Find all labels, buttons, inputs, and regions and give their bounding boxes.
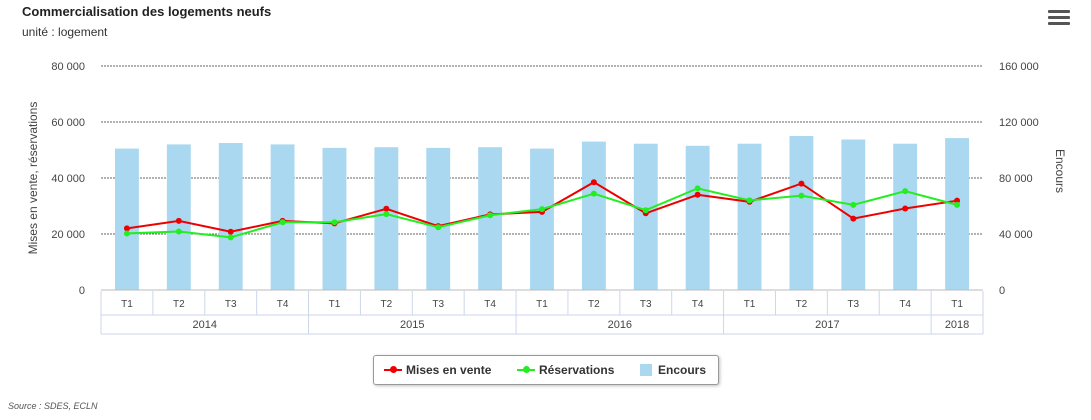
chart-legend: Mises en vente Réservations Encours bbox=[373, 355, 719, 385]
bar-encours bbox=[270, 144, 295, 290]
bar-encours bbox=[737, 143, 762, 290]
point-mises-en-vente bbox=[590, 179, 597, 186]
point-mises-en-vente bbox=[954, 197, 961, 204]
y-right-tick-label: 160 000 bbox=[999, 61, 1039, 73]
bar-encours bbox=[322, 147, 347, 290]
year-label: 2018 bbox=[945, 319, 969, 331]
legend-rect-marker bbox=[640, 364, 652, 376]
y-left-axis-title: Mises en vente, réservations bbox=[26, 102, 40, 255]
point-reservations bbox=[383, 211, 390, 218]
point-reservations bbox=[175, 228, 182, 235]
x-tick-label: T3 bbox=[225, 299, 237, 310]
x-tick-label: T3 bbox=[640, 299, 652, 310]
point-reservations bbox=[850, 201, 857, 208]
bar-encours bbox=[478, 147, 503, 290]
y-left-tick-label: 80 000 bbox=[51, 61, 85, 73]
legend-item-encours[interactable]: Encours bbox=[640, 356, 715, 384]
point-mises-en-vente bbox=[694, 191, 701, 198]
chart-subtitle: unité : logement bbox=[22, 25, 108, 39]
legend-item-reservations[interactable]: Réservations bbox=[517, 356, 627, 384]
x-tick-label: T1 bbox=[329, 299, 341, 310]
y-left-tick-label: 40 000 bbox=[51, 173, 85, 185]
bar-encours bbox=[945, 138, 969, 290]
y-left-tick-label: 0 bbox=[79, 285, 85, 297]
x-tick-label: T1 bbox=[536, 299, 548, 310]
point-mises-en-vente bbox=[123, 225, 130, 232]
y-right-axis-title: Encours bbox=[1053, 149, 1067, 193]
legend-label: Réservations bbox=[539, 363, 615, 377]
x-tick-label: T2 bbox=[381, 299, 393, 310]
point-reservations bbox=[279, 219, 286, 226]
source-note: Source : SDES, ECLN bbox=[8, 401, 98, 411]
y-left-tick-label: 60 000 bbox=[51, 117, 85, 129]
bar-encours bbox=[166, 144, 191, 290]
chart-title: Commercialisation des logements neufs bbox=[22, 4, 272, 19]
y-left-tick-label: 20 000 bbox=[51, 229, 85, 241]
year-label: 2016 bbox=[608, 319, 632, 331]
y-right-tick-label: 40 000 bbox=[999, 229, 1033, 241]
y-right-tick-label: 80 000 bbox=[999, 173, 1033, 185]
point-reservations bbox=[487, 212, 494, 219]
year-label: 2014 bbox=[193, 319, 217, 331]
x-tick-label: T2 bbox=[796, 299, 808, 310]
point-mises-en-vente bbox=[175, 217, 182, 224]
bar-encours bbox=[218, 143, 243, 290]
x-tick-label: T4 bbox=[899, 299, 911, 310]
x-tick-label: T3 bbox=[432, 299, 444, 310]
legend-label: Mises en vente bbox=[406, 363, 492, 377]
x-tick-label: T1 bbox=[744, 299, 756, 310]
bar-encours bbox=[426, 147, 451, 290]
point-reservations bbox=[590, 190, 597, 197]
x-tick-label: T2 bbox=[173, 299, 185, 310]
legend-dot-marker bbox=[523, 366, 530, 373]
point-reservations bbox=[227, 234, 234, 241]
point-reservations bbox=[123, 230, 130, 237]
y-right-tick-label: 0 bbox=[999, 285, 1005, 297]
legend-dot-marker bbox=[390, 366, 397, 373]
x-tick-label: T4 bbox=[277, 299, 289, 310]
point-mises-en-vente bbox=[850, 215, 857, 222]
y-right-tick-label: 120 000 bbox=[999, 117, 1039, 129]
point-reservations bbox=[435, 224, 442, 231]
hamburger-menu-icon[interactable] bbox=[1048, 10, 1070, 28]
year-label: 2015 bbox=[400, 319, 424, 331]
point-reservations bbox=[539, 206, 545, 213]
bar-encours bbox=[374, 147, 399, 290]
point-reservations bbox=[902, 188, 909, 195]
x-tick-label: T1 bbox=[121, 299, 133, 310]
bar-encours bbox=[893, 143, 918, 290]
bar-encours bbox=[581, 141, 606, 290]
point-reservations bbox=[694, 185, 701, 192]
point-reservations bbox=[954, 201, 961, 208]
bar-encours bbox=[633, 143, 658, 290]
bar-encours bbox=[115, 148, 139, 290]
x-tick-label: T3 bbox=[847, 299, 859, 310]
point-reservations bbox=[798, 192, 805, 199]
point-reservations bbox=[642, 207, 649, 214]
x-tick-label: T4 bbox=[692, 299, 704, 310]
year-label: 2017 bbox=[815, 319, 839, 331]
chart-area: 0 0 20 000 40 000 40 000 80 000 60 000 120 000 8… bbox=[26, 61, 1067, 335]
bar-encours bbox=[530, 148, 554, 290]
point-mises-en-vente bbox=[902, 205, 909, 212]
bar-encours bbox=[685, 145, 710, 290]
x-tick-label: T4 bbox=[484, 299, 496, 310]
point-mises-en-vente bbox=[383, 205, 390, 212]
legend-item-mises-en-vente[interactable]: Mises en vente bbox=[384, 356, 499, 384]
bar-encours bbox=[841, 139, 866, 290]
x-tick-label: T1 bbox=[951, 299, 963, 310]
legend-label: Encours bbox=[658, 363, 707, 377]
point-reservations bbox=[331, 219, 338, 226]
bar-encours bbox=[789, 136, 814, 290]
x-tick-label: T2 bbox=[588, 299, 600, 310]
point-mises-en-vente bbox=[227, 228, 234, 235]
point-mises-en-vente bbox=[798, 180, 805, 187]
point-reservations bbox=[746, 197, 753, 204]
